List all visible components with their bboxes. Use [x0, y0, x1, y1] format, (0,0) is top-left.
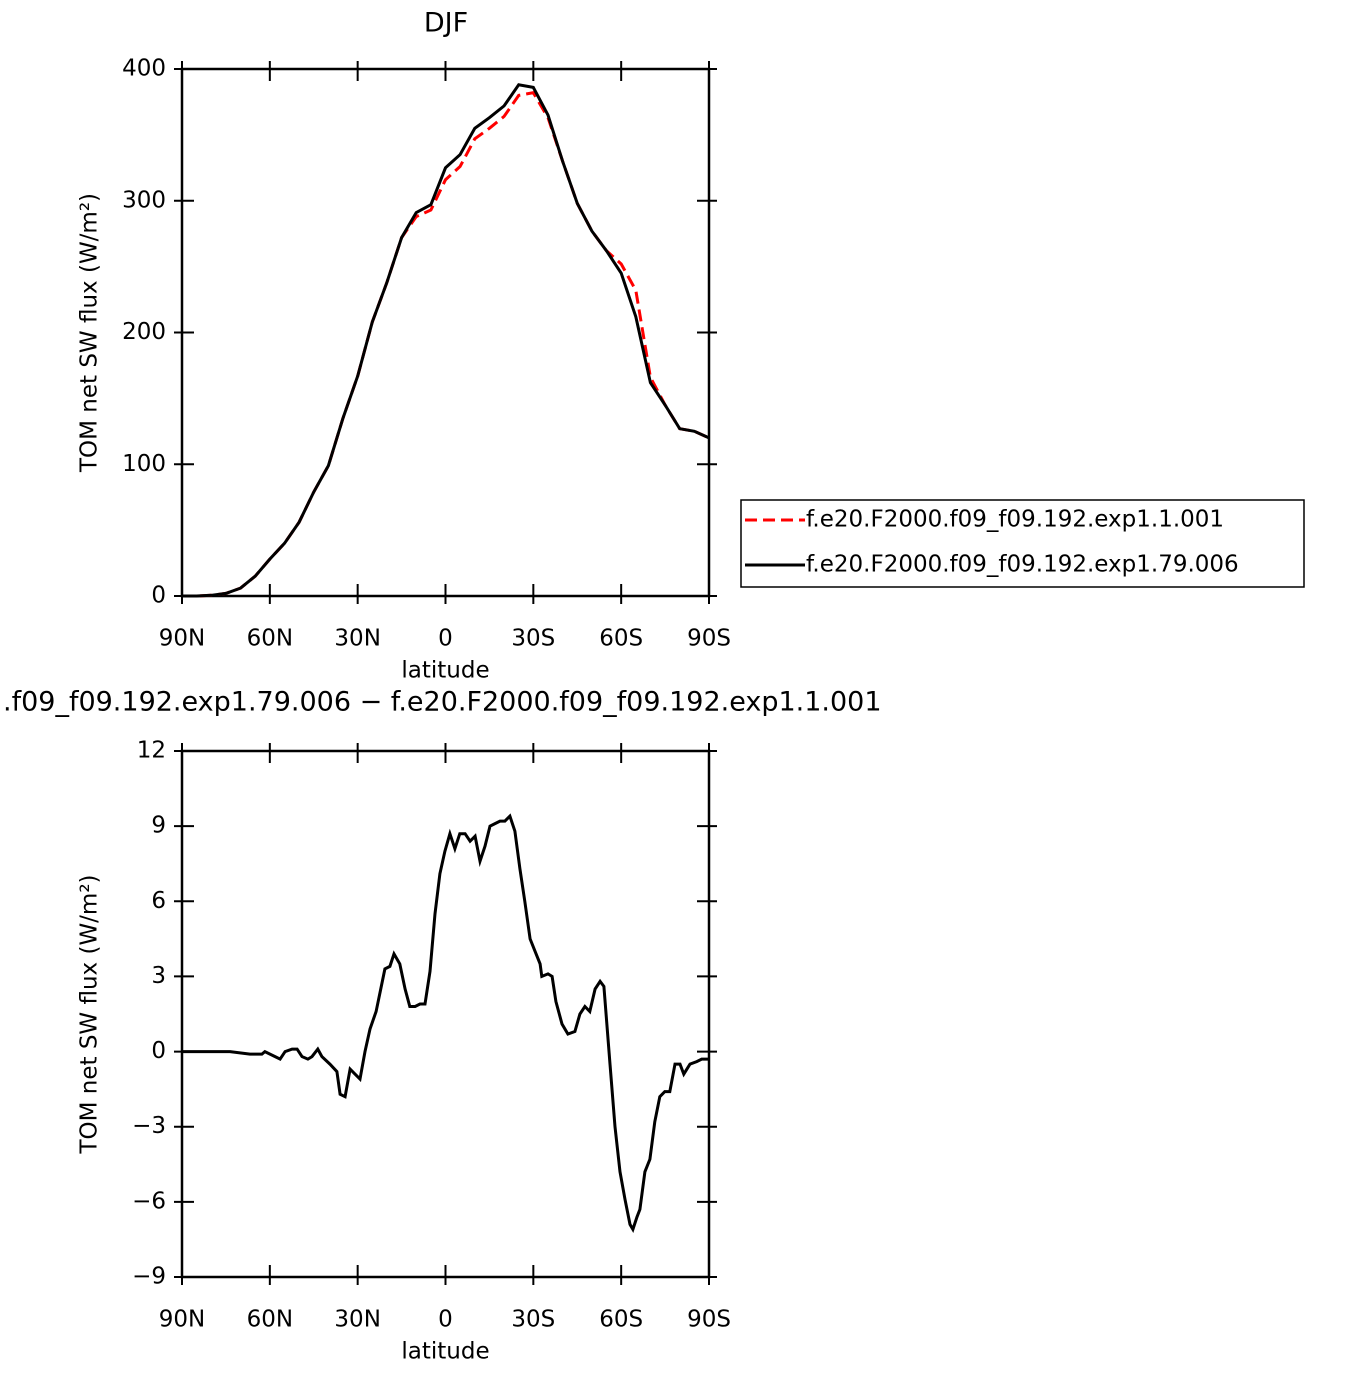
y-tick-label: 300 [122, 187, 166, 213]
x-tick-label: 0 [438, 626, 453, 652]
x-tick-label: 60S [599, 1307, 643, 1333]
y-tick-label: 200 [122, 319, 166, 345]
y-tick-label: −9 [132, 1264, 166, 1290]
x-tick-label: 60N [247, 1307, 293, 1333]
legend-box [740, 499, 1305, 588]
y-tick-label: 9 [151, 813, 166, 839]
y-tick-label: 6 [151, 888, 166, 914]
y-tick-label: −3 [132, 1113, 166, 1139]
data-line [182, 83, 710, 598]
y-tick-label: 3 [151, 963, 166, 989]
x-axis-label: latitude [401, 1339, 489, 1365]
legend-label: f.e20.F2000.f09_f09.192.exp1.79.006 [806, 552, 1239, 578]
x-tick-label: 90S [687, 626, 731, 652]
x-tick-label: 60N [247, 626, 293, 652]
y-tick-label: 0 [151, 1038, 166, 1064]
x-tick-label: 30N [334, 1307, 380, 1333]
y-axis-label: TOM net SW flux (W/m²) [77, 874, 103, 1154]
plot-frame [180, 749, 711, 1279]
x-axis-label: latitude [401, 658, 489, 684]
chart-title: DJF [424, 8, 468, 39]
x-tick-label: 30S [511, 626, 555, 652]
legend-label: f.e20.F2000.f09_f09.192.exp1.1.001 [806, 507, 1224, 533]
x-tick-label: 90N [159, 626, 205, 652]
y-axis-label: TOM net SW flux (W/m²) [77, 193, 103, 473]
x-tick-label: 60S [599, 626, 643, 652]
x-tick-label: 90S [687, 1307, 731, 1333]
x-tick-label: 30N [334, 626, 380, 652]
y-tick-label: 12 [137, 738, 166, 764]
y-tick-label: 0 [151, 583, 166, 609]
chart-title: .f09_f09.192.exp1.79.006 − f.e20.F2000.f… [3, 687, 882, 718]
x-tick-label: 90N [159, 1307, 205, 1333]
plot-frame [180, 67, 711, 598]
x-tick-label: 0 [438, 1307, 453, 1333]
y-tick-label: 400 [122, 56, 166, 82]
data-line [182, 813, 709, 1234]
x-tick-label: 30S [511, 1307, 555, 1333]
y-tick-label: 100 [122, 451, 166, 477]
y-tick-label: −6 [132, 1188, 166, 1214]
